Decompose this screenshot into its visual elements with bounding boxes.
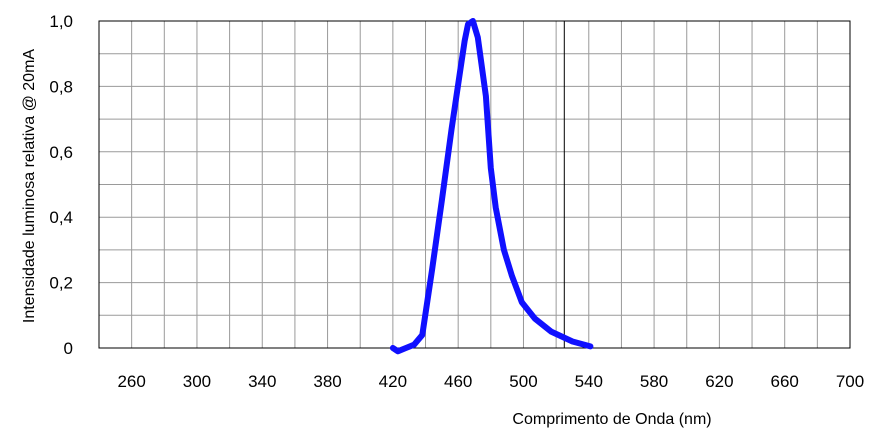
x-tick-label: 660: [771, 372, 799, 391]
x-tick-label: 580: [640, 372, 668, 391]
series-line: [389, 18, 594, 355]
y-tick-label: 0,4: [49, 208, 73, 227]
x-tick-label: 260: [117, 372, 145, 391]
x-tick-label: 700: [836, 372, 864, 391]
grid: [99, 21, 850, 348]
x-tick-label: 620: [705, 372, 733, 391]
x-tick-label: 300: [183, 372, 211, 391]
series-layer: [389, 18, 594, 355]
x-axis-label: Comprimento de Onda (nm): [512, 411, 711, 428]
tick-labels: 260 300 340 380 420 460 500 540 580 620 660 700 0 0,2…: [49, 12, 864, 391]
y-tick-label: 0,6: [49, 143, 73, 162]
x-tick-label: 340: [248, 372, 276, 391]
y-axis-label: Intensidade luminosa relativa @ 20mA: [21, 49, 38, 323]
y-tick-label: 1,0: [49, 12, 73, 31]
x-tick-label: 500: [509, 372, 537, 391]
x-tick-label: 460: [444, 372, 472, 391]
y-tick-label: 0: [64, 339, 73, 358]
y-tick-label: 0,2: [49, 274, 73, 293]
x-tick-label: 420: [379, 372, 407, 391]
x-tick-label: 540: [575, 372, 603, 391]
x-tick-label: 380: [313, 372, 341, 391]
y-tick-label: 0,8: [49, 77, 73, 96]
